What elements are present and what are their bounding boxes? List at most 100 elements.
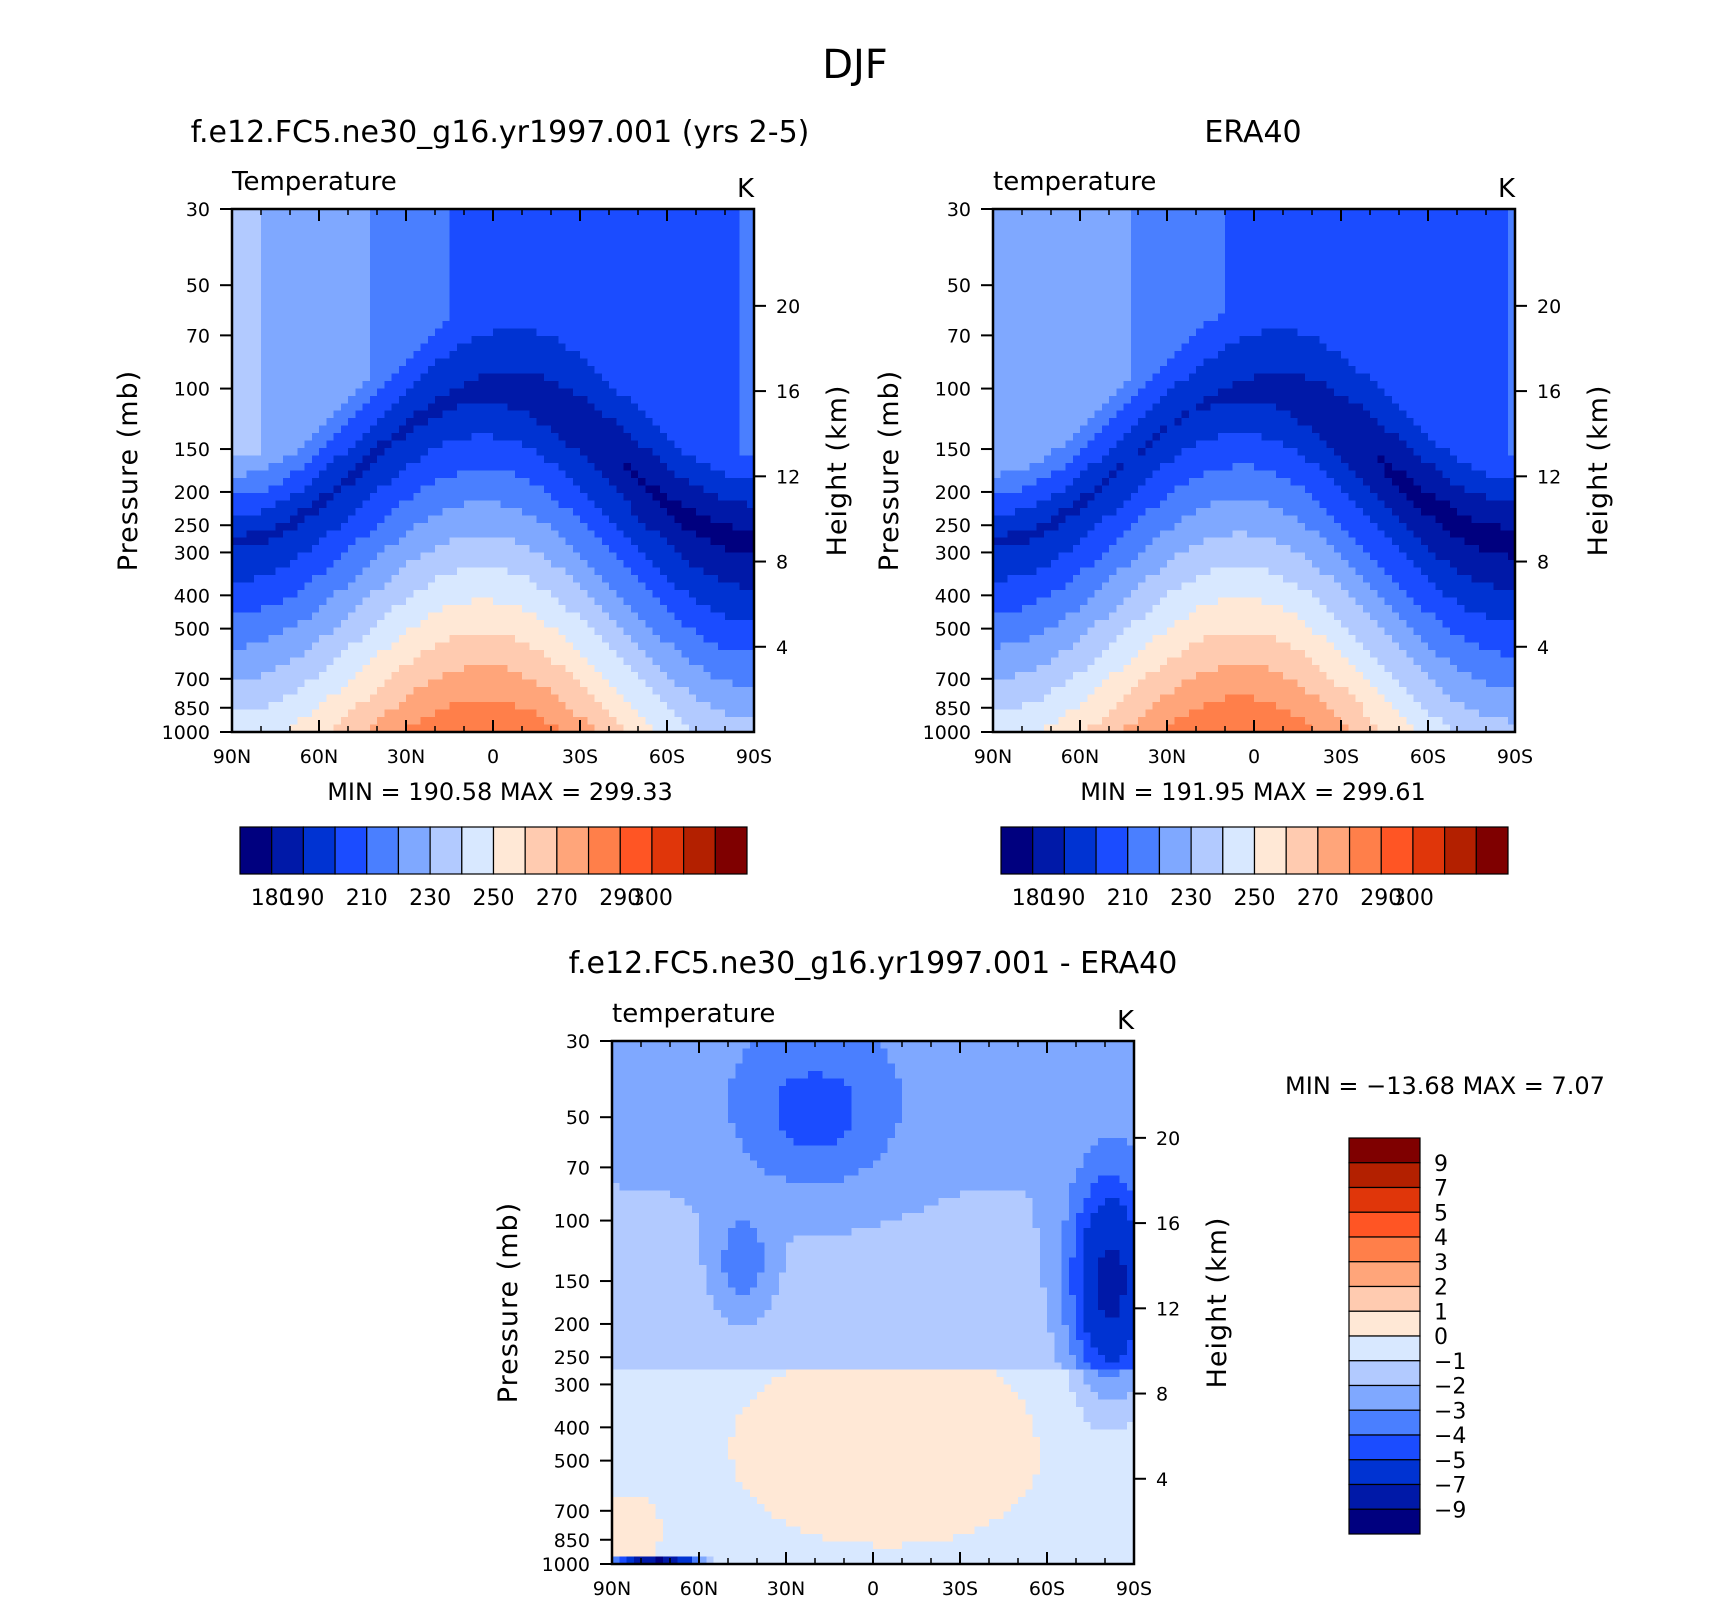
field-cell: [558, 709, 567, 718]
field-cell: [268, 619, 277, 628]
field-cell: [384, 642, 393, 651]
field-cell: [638, 246, 646, 255]
field-cell: [717, 321, 726, 330]
field-cell: [572, 321, 581, 330]
field-cell: [493, 627, 501, 636]
field-cell: [275, 552, 284, 561]
field-cell: [674, 552, 683, 561]
field-cell: [681, 388, 690, 397]
field-cell: [478, 470, 487, 479]
field-cell: [558, 545, 567, 554]
field-cell: [319, 410, 327, 419]
field-cell: [514, 253, 523, 262]
field-cell: [261, 418, 269, 427]
field-cell: [536, 709, 545, 718]
field-cell: [319, 209, 327, 218]
field-cell: [681, 530, 690, 539]
field-cell: [282, 463, 291, 472]
field-cell: [319, 380, 327, 389]
field-cell: [717, 209, 726, 218]
field-cell: [630, 388, 639, 397]
field-cell: [696, 358, 704, 367]
field-cell: [232, 433, 240, 442]
field-cell: [311, 358, 320, 367]
field-cell: [725, 283, 733, 292]
field-cell: [398, 433, 407, 442]
field-cell: [703, 336, 712, 345]
field-cell: [507, 313, 516, 322]
field-cell: [522, 350, 530, 360]
field-cell: [725, 612, 733, 621]
field-cell: [311, 604, 320, 614]
field-cell: [638, 664, 646, 673]
field-cell: [580, 515, 588, 524]
field-cell: [572, 634, 581, 643]
field-cell: [304, 463, 313, 472]
field-cell: [464, 455, 472, 464]
field-cell: [616, 455, 625, 464]
field-cell: [246, 597, 255, 606]
field-cell: [268, 238, 277, 247]
field-cell: [609, 246, 617, 255]
field-cell: [674, 500, 683, 509]
field-cell: [522, 604, 530, 614]
field-cell: [377, 463, 385, 472]
field-cell: [290, 388, 298, 397]
field-cell: [369, 298, 378, 307]
field-cell: [725, 679, 733, 688]
field-cell: [456, 485, 465, 494]
field-cell: [551, 612, 559, 621]
field-cell: [326, 216, 335, 225]
field-cell: [630, 223, 639, 233]
field-cell: [667, 702, 675, 711]
field-cell: [638, 492, 646, 501]
field-cell: [362, 448, 371, 457]
field-cell: [268, 223, 277, 233]
field-cell: [449, 253, 458, 262]
field-cell: [326, 672, 335, 681]
field-cell: [543, 717, 552, 726]
field-cell: [543, 694, 552, 703]
field-cell: [268, 433, 277, 442]
field-cell: [688, 433, 697, 442]
field-cell: [239, 313, 248, 322]
field-cell: [522, 336, 530, 345]
field-cell: [710, 709, 719, 718]
field-cell: [725, 500, 733, 509]
field-cell: [616, 627, 625, 636]
field-cell: [369, 687, 378, 696]
field-cell: [681, 717, 690, 726]
field-cell: [290, 291, 298, 300]
field-cell: [340, 590, 349, 599]
field-cell: [529, 350, 538, 360]
field-cell: [536, 485, 545, 494]
field-cell: [449, 470, 458, 479]
field-cell: [587, 209, 596, 218]
field-cell: [362, 537, 371, 546]
field-cell: [659, 642, 668, 651]
field-cell: [362, 216, 371, 225]
field-cell: [391, 216, 400, 225]
field-cell: [710, 298, 719, 307]
field-cell: [587, 567, 596, 576]
field-cell: [355, 470, 364, 479]
field-cell: [261, 440, 269, 449]
field-cell: [732, 687, 741, 696]
field-cell: [601, 388, 610, 397]
field-cell: [674, 455, 683, 464]
field-cell: [732, 388, 741, 397]
field-cell: [464, 687, 472, 696]
field-cell: [333, 702, 342, 711]
field-cell: [710, 515, 719, 524]
field-cell: [413, 619, 422, 628]
field-cell: [739, 507, 748, 516]
field-cell: [471, 306, 480, 315]
field-cell: [304, 470, 313, 479]
field-cell: [667, 463, 675, 472]
field-cell: [456, 291, 465, 300]
field-cell: [732, 433, 741, 442]
field-cell: [717, 694, 726, 703]
field-cell: [311, 724, 320, 733]
field-cell: [369, 395, 378, 404]
field-cell: [558, 642, 567, 651]
